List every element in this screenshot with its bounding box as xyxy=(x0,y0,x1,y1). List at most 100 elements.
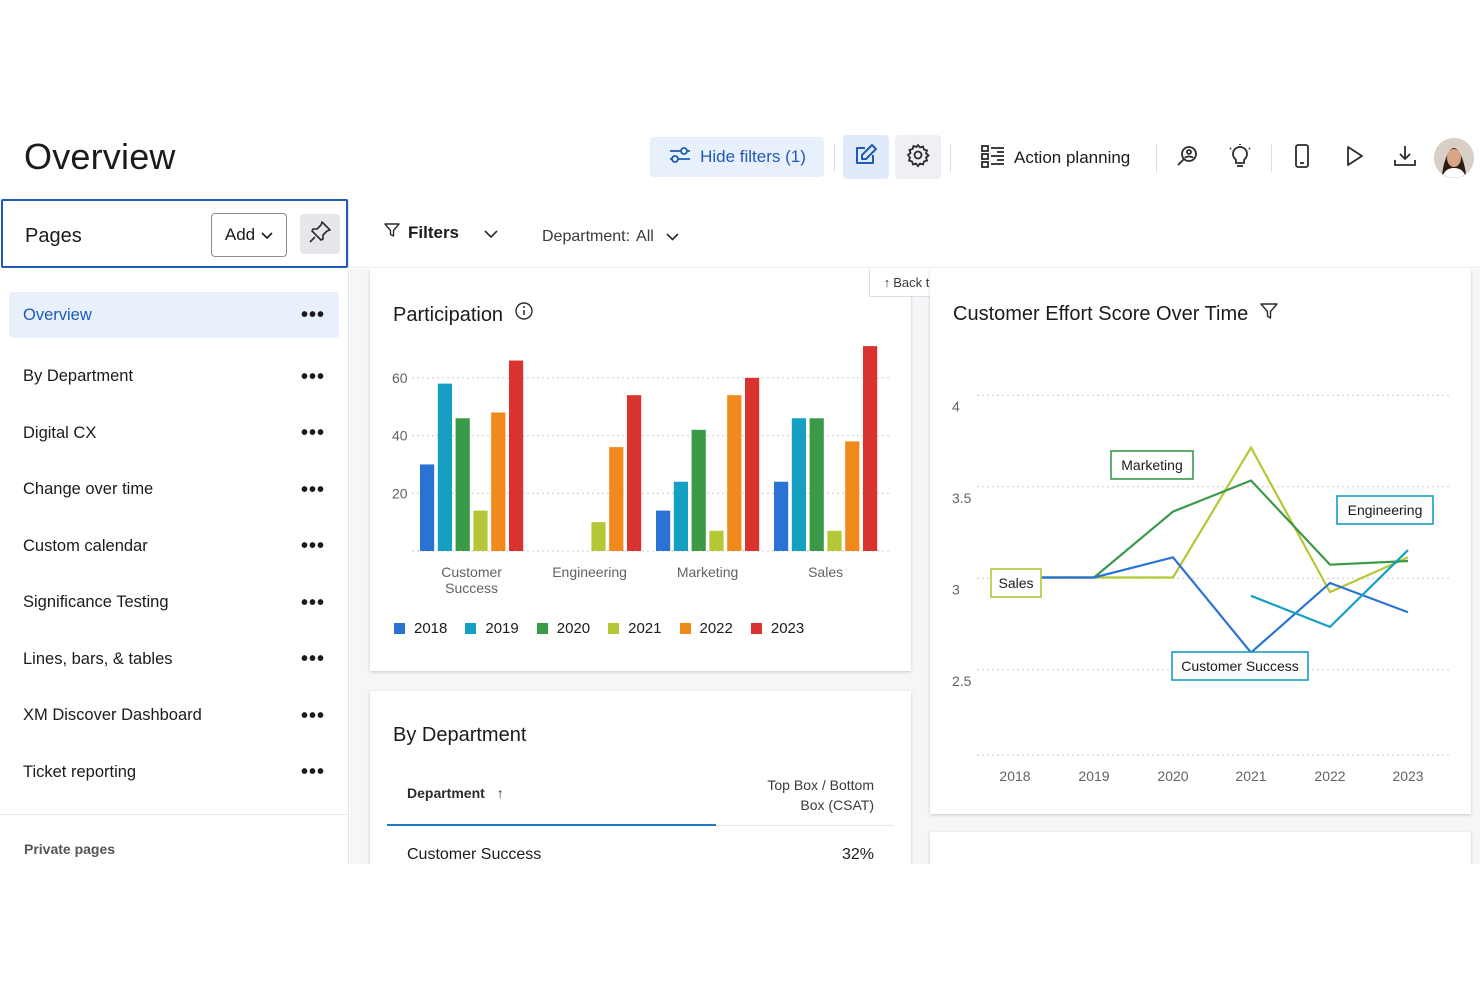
pin-button[interactable] xyxy=(300,214,340,254)
play-icon xyxy=(1341,143,1367,174)
legend-label: 2021 xyxy=(628,620,662,637)
download-button[interactable] xyxy=(1389,142,1421,174)
add-label: Add xyxy=(224,225,256,244)
legend-label: 2019 xyxy=(485,620,519,637)
series-line-customer-success xyxy=(1015,556,1409,655)
column-header-department[interactable]: Department ↑ xyxy=(407,785,504,801)
legend-item-2019[interactable]: 2019 xyxy=(465,620,519,637)
bar-2023-engineering xyxy=(627,395,642,551)
x-tick-label: 2022 xyxy=(1314,768,1345,784)
private-pages-heading[interactable]: Private pages xyxy=(24,841,116,857)
chevron-down-icon xyxy=(261,225,273,245)
edit-button[interactable] xyxy=(843,135,889,179)
sort-ascending-icon: ↑ xyxy=(496,785,504,801)
by-department-card: By Department Department ↑ Top Box / Bot… xyxy=(370,691,911,864)
legend-swatch xyxy=(536,623,548,634)
pages-label: Pages xyxy=(25,225,82,247)
y-tick-label: 3 xyxy=(952,581,960,597)
legend-item-2021[interactable]: 2021 xyxy=(608,620,662,637)
sidebar-item-ticket-reporting[interactable]: Ticket reporting ••• xyxy=(9,744,339,801)
action-planning-button[interactable]: Action planning xyxy=(980,142,1130,174)
department-filter[interactable]: Department: All xyxy=(542,228,679,246)
y-tick-label: 20 xyxy=(392,485,408,501)
column-header-top-box[interactable]: Top Box / Bottom Box (CSAT) xyxy=(767,775,874,815)
sidebar-item-by-department[interactable]: By Department ••• xyxy=(9,349,339,406)
search-insights-button[interactable] xyxy=(1172,142,1204,174)
sidebar-item-lines-bars-tables[interactable]: Lines, bars, & tables ••• xyxy=(9,631,339,688)
participation-legend: 2018 2019 2020 2021 2022 2023 xyxy=(394,620,804,637)
download-icon xyxy=(1392,143,1418,174)
filters-label: Filters xyxy=(408,222,460,242)
more-options-icon[interactable]: ••• xyxy=(300,478,325,501)
sidebar-divider xyxy=(0,814,349,815)
sidebar-item-significance-testing[interactable]: Significance Testing ••• xyxy=(9,575,339,632)
chevron-down-icon xyxy=(484,226,498,243)
toolbar-divider xyxy=(834,144,835,172)
sidebar-item-label: Digital CX xyxy=(23,423,97,442)
series-label-sales: Sales xyxy=(990,568,1042,598)
funnel-icon xyxy=(384,222,400,243)
funnel-icon[interactable] xyxy=(1260,303,1278,325)
lightbulb-icon xyxy=(1227,143,1253,174)
sidebar-item-label: Ticket reporting xyxy=(23,762,137,781)
bar-2023-customer-success xyxy=(509,360,524,551)
bar-2018-marketing xyxy=(656,510,671,551)
sidebar-item-label: Significance Testing xyxy=(23,593,169,612)
bar-2019-sales xyxy=(791,418,806,551)
more-options-icon[interactable]: ••• xyxy=(300,704,325,727)
more-options-icon[interactable]: ••• xyxy=(300,304,325,326)
y-tick-label: 40 xyxy=(392,428,408,444)
insights-button[interactable] xyxy=(1224,142,1256,174)
bar-2020-customer-success xyxy=(455,418,470,551)
bar-2021-engineering xyxy=(591,522,606,551)
sidebar-item-digital-cx[interactable]: Digital CX ••• xyxy=(9,405,339,462)
more-options-icon[interactable]: ••• xyxy=(300,761,325,784)
sidebar-item-change-over-time[interactable]: Change over time ••• xyxy=(9,462,339,519)
search-insights-icon xyxy=(1175,143,1201,174)
pages-header: Pages Add xyxy=(1,199,348,268)
legend-item-2022[interactable]: 2022 xyxy=(679,620,733,637)
bar-2022-customer-success xyxy=(491,412,506,551)
present-button[interactable] xyxy=(1338,142,1370,174)
series-label-customer-success: Customer Success xyxy=(1171,651,1309,681)
filters-button[interactable]: Filters xyxy=(384,222,459,243)
sidebar-item-xm-discover-dashboard[interactable]: XM Discover Dashboard ••• xyxy=(9,688,339,745)
more-options-icon[interactable]: ••• xyxy=(300,422,325,445)
label-box xyxy=(1336,495,1434,525)
mobile-preview-button[interactable] xyxy=(1286,142,1318,174)
sidebar-item-overview[interactable]: Overview ••• xyxy=(9,292,339,338)
toolbar-divider xyxy=(1271,144,1272,172)
x-tick-label: Customer xyxy=(441,564,502,580)
effort-score-line-chart: 2.5 3 3.5 4 2018 2019 2020 2021 2022 2023 Marketin… xyxy=(952,394,1450,784)
bar-2021-sales xyxy=(827,530,842,551)
label-text: Engineering xyxy=(1348,502,1423,518)
cell-department: Customer Success xyxy=(407,846,542,863)
sidebar-item-label: XM Discover Dashboard xyxy=(23,706,202,725)
x-tick-label: 2019 xyxy=(1078,768,1109,784)
edit-pencil-icon xyxy=(853,142,879,173)
info-icon[interactable] xyxy=(514,302,533,325)
legend-item-2020[interactable]: 2020 xyxy=(536,620,590,637)
user-avatar[interactable] xyxy=(1434,138,1474,178)
action-planning-label: Action planning xyxy=(1014,148,1131,167)
label-text: Customer Success xyxy=(1181,658,1298,674)
pin-icon xyxy=(308,220,332,249)
add-page-button[interactable]: Add xyxy=(211,213,287,257)
legend-item-2018[interactable]: 2018 xyxy=(394,620,447,637)
hide-filters-button[interactable]: Hide filters (1) xyxy=(650,137,824,177)
more-options-icon[interactable]: ••• xyxy=(300,648,325,671)
sidebar-item-custom-calendar[interactable]: Custom calendar ••• xyxy=(9,518,339,575)
label-box xyxy=(1171,651,1309,681)
legend-item-2023[interactable]: 2023 xyxy=(750,620,804,637)
series-line-engineering xyxy=(1250,549,1409,629)
legend-swatch xyxy=(679,623,691,634)
x-tick-label: Sales xyxy=(808,564,843,580)
more-options-icon[interactable]: ••• xyxy=(300,365,325,388)
filters-toggle[interactable] xyxy=(484,226,498,244)
more-options-icon[interactable]: ••• xyxy=(300,535,325,558)
bar-2019-customer-success xyxy=(437,383,452,551)
bar-2020-sales xyxy=(809,418,824,551)
more-options-icon[interactable]: ••• xyxy=(300,591,325,614)
settings-button[interactable] xyxy=(895,135,941,179)
